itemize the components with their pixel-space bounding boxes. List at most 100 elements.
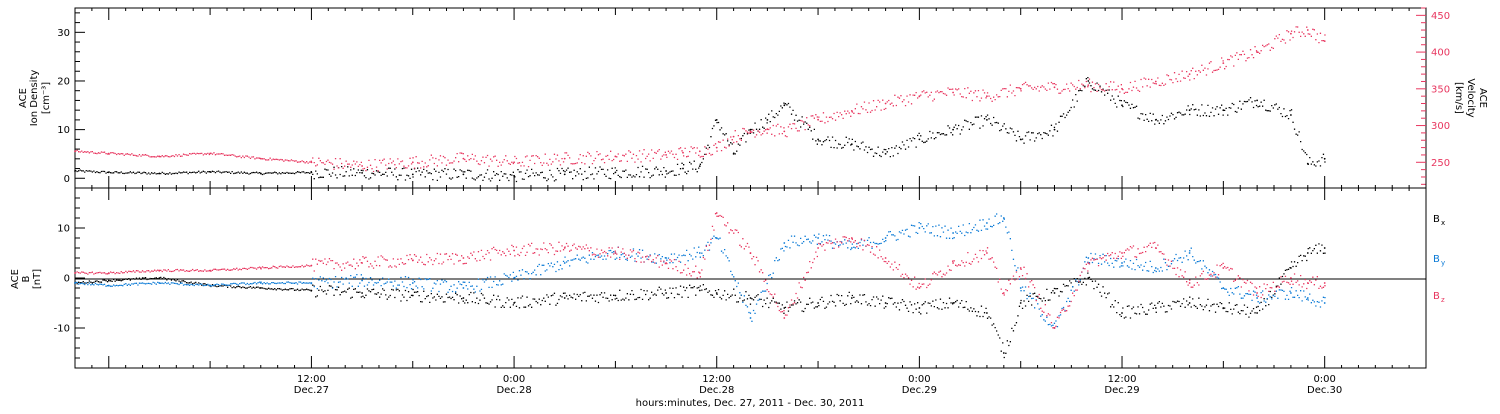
legend-bx-sub: x (1441, 219, 1445, 227)
ion-density-point (1154, 119, 1157, 121)
by-point (749, 317, 752, 319)
bx-point (783, 307, 786, 309)
date-tick-label: Dec.29 (902, 385, 937, 396)
bz-point (614, 252, 617, 254)
by-point (918, 227, 921, 229)
velocity-point (665, 154, 667, 156)
velocity-point (698, 150, 701, 153)
bx-point (361, 292, 363, 294)
velocity-point (209, 152, 212, 155)
bx-point (817, 302, 819, 304)
bz-point (850, 237, 853, 239)
bx-point (1087, 277, 1090, 279)
velocity-point (158, 155, 161, 158)
by-point (698, 252, 701, 254)
by-point (411, 282, 414, 284)
bz-point (1087, 262, 1090, 264)
by-point (1222, 287, 1225, 289)
velocity-point (715, 146, 718, 149)
bx-point (1306, 252, 1309, 254)
bz-point (209, 269, 212, 272)
bz-point (563, 247, 566, 249)
bz-point (698, 272, 701, 274)
by-point (563, 262, 566, 264)
bx-point (715, 292, 718, 294)
ion-density-point (715, 119, 718, 121)
by-point (361, 279, 363, 282)
velocity-point (1290, 32, 1292, 35)
time-tick-label: 0:00 (908, 374, 930, 385)
legend-by: B y (1433, 254, 1445, 267)
bz-point (1323, 282, 1326, 284)
b-tick-label: -10 (54, 324, 70, 335)
by-point (665, 257, 667, 259)
bottom-panel-frame (74, 187, 1427, 369)
bz-point (1154, 247, 1157, 249)
chart-marks (74, 26, 1326, 359)
velocity-point (513, 161, 515, 164)
density-tick-label: 0 (64, 174, 70, 185)
ion-density-point (749, 128, 752, 131)
xaxis-caption: hours:minutes, Dec. 27, 2011 - Dec. 30, … (636, 398, 865, 409)
bz-point (749, 252, 752, 254)
legend-bz: B z (1433, 291, 1445, 304)
bx-series (74, 243, 1326, 359)
ion-density-point (817, 138, 819, 141)
bx-point (259, 287, 262, 289)
velocity-point (411, 161, 414, 164)
b-tick-label: 10 (57, 224, 70, 235)
bx-point (850, 297, 853, 299)
legend: B x B y B z (1433, 214, 1445, 304)
bz-point (158, 269, 161, 272)
ion-density-point (462, 173, 465, 176)
by-point (1087, 257, 1090, 259)
bz-point (1256, 292, 1258, 294)
velocity-point (462, 157, 465, 160)
legend-by-sub: y (1441, 259, 1445, 267)
bz-point (513, 249, 515, 252)
bx-point (462, 297, 465, 299)
bx-point (1154, 307, 1157, 309)
ion-density-point (850, 143, 853, 146)
ion-density-point (361, 172, 363, 174)
velocity-series (74, 26, 1326, 173)
bx-point (513, 302, 515, 304)
bx-dots (75, 243, 1326, 359)
bz-point (918, 287, 921, 289)
bx-point (952, 302, 954, 304)
velocity-point (817, 118, 819, 121)
velocity-point (766, 128, 769, 131)
density-ylabel-line3: [cm⁻³] (41, 82, 52, 114)
ion-density-point (1121, 104, 1123, 107)
date-tick-label: Dec.27 (294, 385, 329, 396)
by-point (952, 232, 954, 234)
velocity-point (1121, 87, 1123, 90)
by-point (783, 242, 786, 244)
bx-point (1256, 312, 1258, 314)
by-point (74, 282, 76, 284)
bx-point (411, 294, 414, 297)
bx-point (884, 302, 887, 304)
ion-density-point (614, 171, 617, 174)
density-ylabel-line1: ACE (18, 88, 29, 108)
bz-point (462, 257, 465, 259)
by-point (1019, 287, 1022, 289)
ion-density-point (310, 171, 313, 174)
velocity-point (614, 155, 617, 158)
by-point (1290, 292, 1292, 294)
velocity-tick-label: 250 (1431, 158, 1450, 169)
bz-point (74, 272, 76, 274)
ion-density-point (783, 104, 786, 107)
velocity-point (1188, 73, 1191, 75)
ion-density-point (1188, 109, 1191, 112)
ion-density-point (1019, 138, 1022, 141)
bz-point (817, 247, 819, 249)
legend-bz-sub: z (1441, 296, 1445, 304)
by-point (1188, 252, 1191, 254)
bx-point (1053, 292, 1056, 294)
by-point (259, 282, 262, 284)
bz-point (1306, 282, 1309, 284)
bz-dots (75, 213, 1326, 329)
ion-density-point (682, 167, 684, 170)
